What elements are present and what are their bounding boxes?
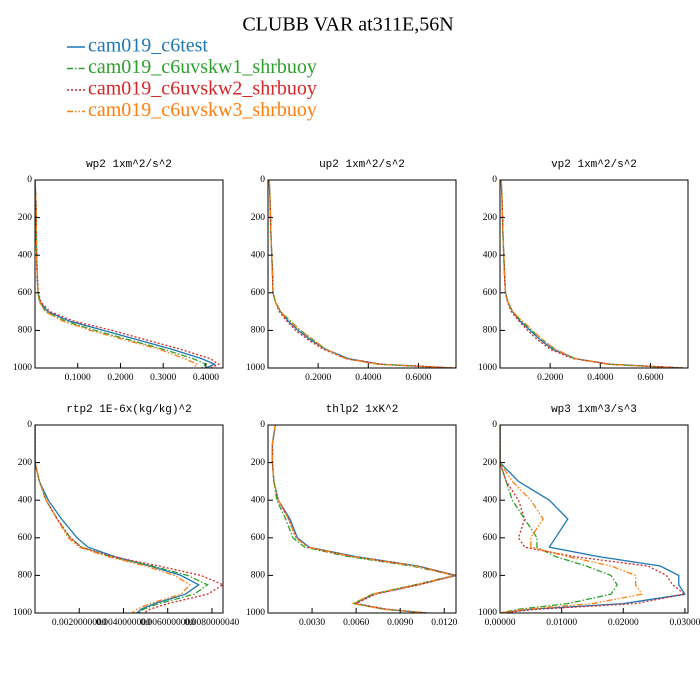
x-tick-label: 0.2000 xyxy=(305,373,331,383)
x-tick-label: 0.0090 xyxy=(387,618,413,628)
y-tick-label: 1000 xyxy=(478,363,497,373)
panel-title: thlp2 1xK^2 xyxy=(326,404,399,416)
legend-label: cam019_c6test xyxy=(88,35,208,57)
y-tick-label: 1000 xyxy=(478,608,497,618)
x-tick-label: 0.0030 xyxy=(299,618,325,628)
profile-line xyxy=(268,180,454,368)
x-tick-label: 0.6000 xyxy=(637,373,663,383)
legend-label: cam019_c6uvskw1_shrbuoy xyxy=(88,56,317,78)
y-tick-label: 200 xyxy=(251,213,266,223)
y-tick-label: 800 xyxy=(18,571,33,581)
y-tick-label: 200 xyxy=(483,458,498,468)
y-tick-label: 0 xyxy=(27,420,32,430)
x-tick-label: 0.3000 xyxy=(150,373,176,383)
y-tick-label: 400 xyxy=(483,495,498,505)
x-tick-label: 0.03000 xyxy=(669,618,700,628)
x-tick-label: 0.01000 xyxy=(546,618,577,628)
y-tick-label: 800 xyxy=(251,571,266,581)
x-tick-label: 0.4000 xyxy=(587,373,613,383)
y-tick-label: 800 xyxy=(251,326,266,336)
y-tick-label: 1000 xyxy=(246,363,265,373)
y-tick-label: 600 xyxy=(251,533,266,543)
x-tick-label: 0.1000 xyxy=(65,373,91,383)
x-tick-label: 0.0020000000 xyxy=(52,618,107,628)
panel-title: up2 1xm^2/s^2 xyxy=(319,159,405,171)
y-tick-label: 600 xyxy=(18,533,33,543)
panel-title: wp2 1xm^2/s^2 xyxy=(86,159,172,171)
y-tick-label: 400 xyxy=(251,250,266,260)
panel-title: rtp2 1E-6x(kg/kg)^2 xyxy=(66,404,191,416)
legend-label: cam019_c6uvskw2_shrbuoy xyxy=(88,78,317,100)
y-tick-label: 1000 xyxy=(246,608,265,618)
plot-frame xyxy=(267,424,457,614)
x-tick-label: 0.00000 xyxy=(485,618,516,628)
y-tick-label: 0 xyxy=(260,175,265,185)
x-tick-label: 0.0040000000 xyxy=(96,618,151,628)
x-tick-label: 0.0060000000 xyxy=(140,618,195,628)
y-tick-label: 0 xyxy=(492,175,497,185)
profile-line xyxy=(500,425,687,613)
y-tick-label: 1000 xyxy=(13,363,32,373)
y-tick-label: 400 xyxy=(483,250,498,260)
y-tick-label: 0 xyxy=(492,420,497,430)
profile-line xyxy=(35,425,223,613)
plot-frame xyxy=(34,424,224,614)
panel-title: wp3 1xm^3/s^3 xyxy=(551,404,637,416)
y-tick-label: 800 xyxy=(483,326,498,336)
y-tick-label: 0 xyxy=(27,175,32,185)
x-tick-label: 0.4000 xyxy=(355,373,381,383)
x-tick-label: 0.0120 xyxy=(431,618,457,628)
profile-line xyxy=(35,180,199,368)
x-tick-label: 0.02000 xyxy=(608,618,639,628)
y-tick-label: 600 xyxy=(251,288,266,298)
y-tick-label: 1000 xyxy=(13,608,32,618)
y-tick-label: 800 xyxy=(18,326,33,336)
plot-frame xyxy=(267,179,457,369)
y-tick-label: 200 xyxy=(18,458,33,468)
profile-line xyxy=(500,180,684,368)
profile-line xyxy=(271,425,456,613)
x-tick-label: 0.2000 xyxy=(107,373,133,383)
y-tick-label: 600 xyxy=(18,288,33,298)
y-tick-label: 200 xyxy=(483,213,498,223)
panel-title: vp2 1xm^2/s^2 xyxy=(551,159,637,171)
y-tick-label: 200 xyxy=(18,213,33,223)
y-tick-label: 400 xyxy=(18,495,33,505)
profile-line xyxy=(500,425,687,613)
y-tick-label: 200 xyxy=(251,458,266,468)
y-tick-label: 600 xyxy=(483,533,498,543)
legend-label: cam019_c6uvskw3_shrbuoy xyxy=(88,99,317,121)
plot-frame xyxy=(499,424,689,614)
x-tick-label: 0.4000 xyxy=(193,373,219,383)
y-tick-label: 400 xyxy=(18,250,33,260)
profile-line xyxy=(35,425,191,613)
x-tick-label: 0.0080000040 xyxy=(185,618,240,628)
y-tick-label: 600 xyxy=(483,288,498,298)
x-tick-label: 0.0060 xyxy=(343,618,369,628)
x-tick-label: 0.6000 xyxy=(405,373,431,383)
y-tick-label: 400 xyxy=(251,495,266,505)
plot-frame xyxy=(34,179,224,369)
profile-line xyxy=(271,425,455,613)
plot-frame xyxy=(499,179,689,369)
y-tick-label: 800 xyxy=(483,571,498,581)
profile-line xyxy=(35,180,221,368)
figure-title: CLUBB VAR at311E,56N xyxy=(242,14,453,36)
y-tick-label: 0 xyxy=(260,420,265,430)
profile-line xyxy=(500,425,643,613)
x-tick-label: 0.2000 xyxy=(537,373,563,383)
